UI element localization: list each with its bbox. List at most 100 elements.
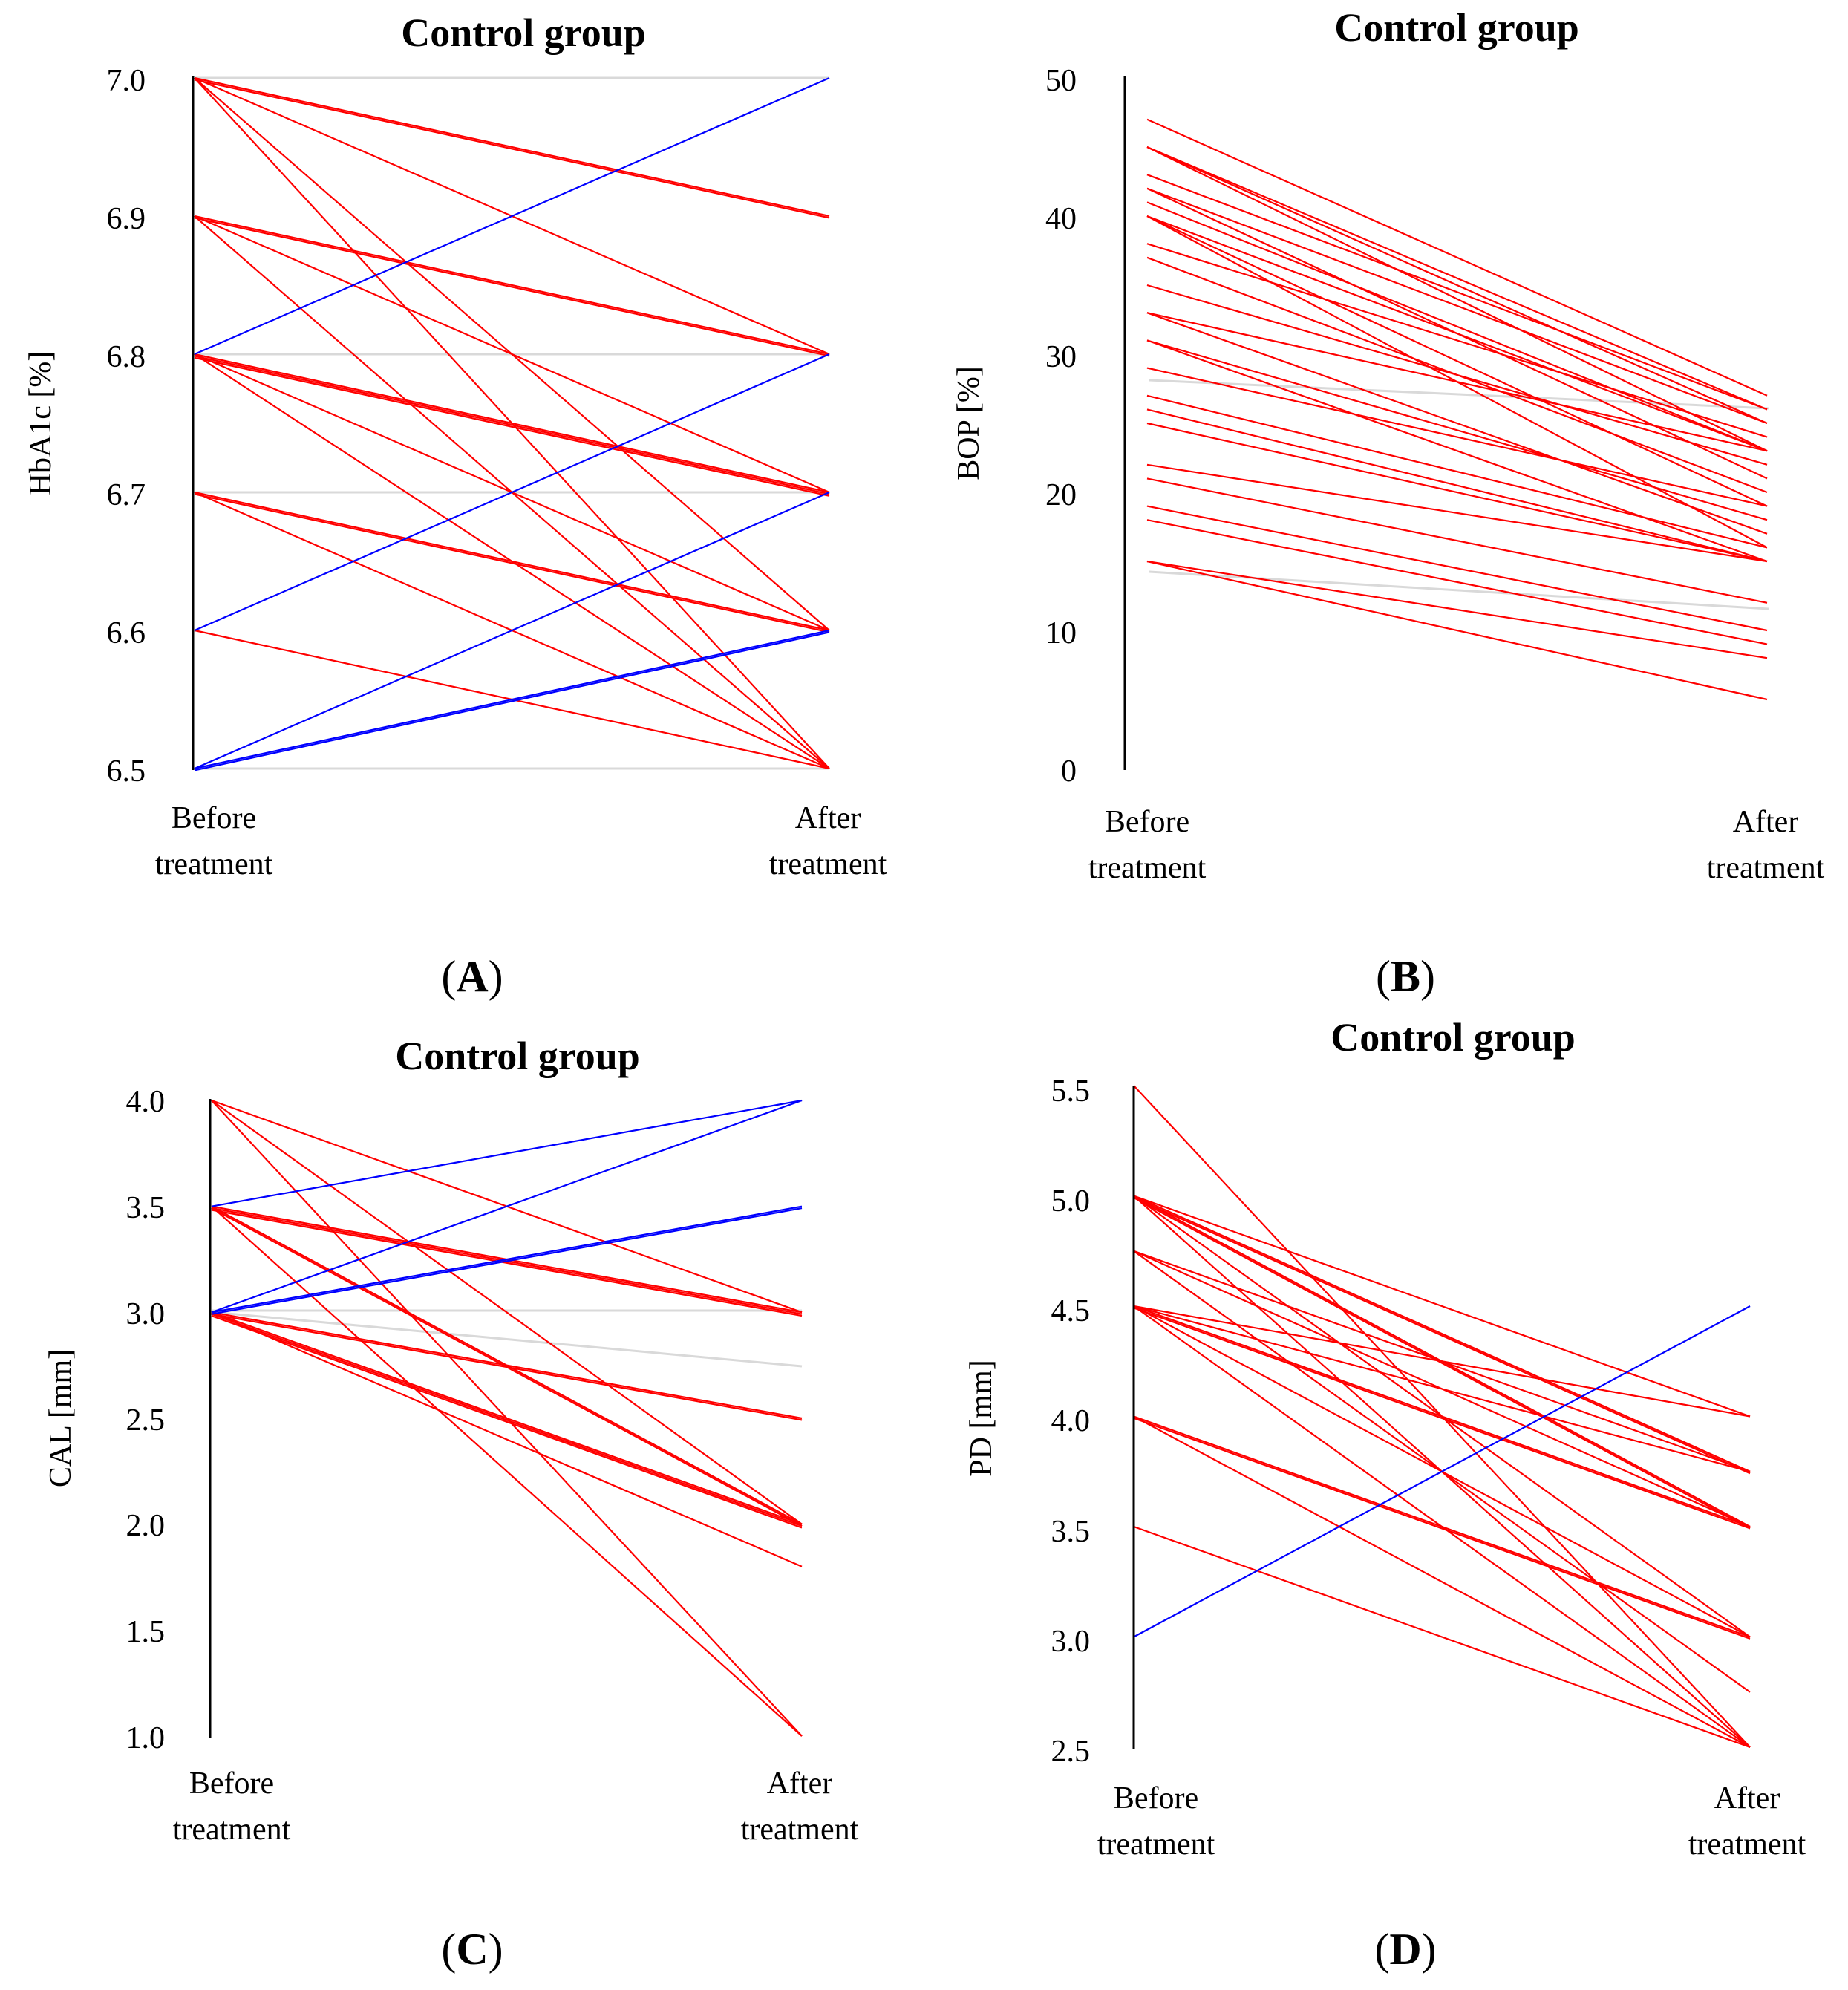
panel-d-ytick: 5.5 — [1051, 1074, 1091, 1109]
panel-d-series-line-13 — [1133, 1305, 1751, 1472]
panel-d-series-line-22 — [1133, 1305, 1751, 1638]
panel-b-series-line-25 — [1146, 505, 1768, 632]
panel-a-series-line-22 — [194, 629, 830, 770]
panel-c-series-line-2 — [211, 1100, 803, 1525]
panel-c-x-label-before: Before treatment — [173, 1766, 291, 1847]
panel-c-ytick: 1.0 — [126, 1721, 166, 1755]
panel-c-label: (C) — [441, 1925, 503, 1974]
panel-b-series-line-2 — [1146, 146, 1768, 411]
panel-c-ytick: 2.0 — [126, 1509, 166, 1543]
panel-d-label: (D) — [1374, 1925, 1436, 1974]
panel-d-series-line-15 — [1133, 1307, 1751, 1530]
panel-c-ytick: 4.0 — [126, 1085, 166, 1119]
panel-a-label: (A) — [441, 952, 503, 1001]
panel-c-series-line-19 — [211, 1207, 803, 1315]
panel-c-series-line-12 — [211, 1311, 803, 1525]
panel-b-series-line-12 — [1146, 243, 1768, 438]
panel-b-series-line-21 — [1146, 408, 1768, 563]
panel-d-ytick: 3.5 — [1051, 1515, 1091, 1549]
panel-a-ytick: 6.8 — [107, 340, 146, 374]
panel-b-label: (B) — [1376, 952, 1435, 1001]
panel-b-series-line-3 — [1146, 146, 1768, 425]
panel-a-series-line-6 — [194, 215, 830, 356]
panel-b-bop-chart: Control group 0 10 20 30 40 50 BOP [%] B… — [952, 5, 1825, 1001]
panel-d-ytick: 4.0 — [1051, 1404, 1091, 1438]
panel-c-series-line-18 — [211, 1205, 803, 1314]
panel-b-series-line-8 — [1146, 201, 1768, 452]
panel-d-series-line-12 — [1133, 1305, 1751, 1418]
panel-b-letter: B — [1391, 952, 1420, 1001]
panel-b-series-line-10 — [1146, 215, 1768, 507]
panel-b-series-line-19 — [1146, 367, 1768, 507]
panel-a-series-line-19 — [194, 76, 830, 356]
panel-b-series-line-17 — [1146, 339, 1768, 521]
panel-b-x-label-after: After treatment — [1707, 805, 1825, 885]
panel-b-series-line-15 — [1146, 312, 1768, 452]
panel-a-ytick: 7.0 — [107, 64, 146, 98]
panel-b-ytick: 20 — [1045, 478, 1077, 512]
panel-a-x-label-after: After treatment — [769, 801, 887, 881]
panel-b-title: Control group — [1334, 5, 1579, 50]
panel-b-series-line-9 — [1146, 215, 1768, 452]
panel-b-series — [1146, 118, 1768, 701]
panel-b-series-line-4 — [1146, 146, 1768, 452]
panel-a-ytick: 6.9 — [107, 202, 146, 236]
panel-b-series-line-16 — [1146, 312, 1768, 535]
panel-d-title: Control group — [1331, 1015, 1576, 1060]
panel-a-series-line-2 — [194, 79, 830, 219]
panel-d-series-line-21 — [1133, 1525, 1751, 1749]
panel-c-series-line-15 — [211, 1311, 803, 1567]
panel-a-series-line-1 — [194, 76, 830, 218]
panel-b-series-line-23 — [1146, 463, 1768, 563]
panel-b-ytick: 40 — [1045, 202, 1077, 236]
panel-b-ytick: 50 — [1045, 64, 1077, 98]
panel-b-series-line-5 — [1146, 174, 1768, 411]
panel-c-letter: C — [456, 1925, 488, 1974]
panel-c-ytick: 3.5 — [126, 1191, 166, 1225]
panel-a-series-line-21 — [194, 491, 830, 770]
panel-a-series-line-23 — [194, 631, 830, 771]
panel-b-series-line-26 — [1146, 519, 1768, 645]
panel-d-series-line-4 — [1133, 1196, 1751, 1475]
panel-b-ytick: 10 — [1045, 616, 1077, 650]
panel-b-x-label-before: Before treatment — [1088, 805, 1207, 885]
panel-d-series-line-2 — [1133, 1195, 1751, 1418]
panel-a-series-line-11 — [194, 355, 830, 495]
panel-d-series-line-3 — [1133, 1195, 1751, 1472]
panel-c-series — [211, 1099, 803, 1737]
panel-c-cal-chart: Control group 1.0 1.5 2.0 2.5 3.0 3.5 4.… — [44, 1034, 859, 1974]
panel-c-series-line-10 — [211, 1311, 803, 1420]
panel-d-ytick: 3.0 — [1051, 1625, 1091, 1659]
panel-d-x-label-before: Before treatment — [1097, 1781, 1215, 1862]
panel-c-ytick: 1.5 — [126, 1615, 166, 1649]
panel-d-series-line-19 — [1133, 1417, 1751, 1640]
panel-b-series-line-14 — [1146, 284, 1768, 466]
panel-b-series-line-27 — [1146, 560, 1768, 659]
panel-a-series — [194, 76, 830, 771]
panel-c-series-line-17 — [211, 1099, 803, 1314]
panel-b-y-label: BOP [%] — [952, 366, 986, 480]
panel-a-series-line-10 — [194, 353, 830, 494]
panel-c-series-line-14 — [211, 1315, 803, 1529]
panel-d-pd-chart: Control group 2.5 3.0 3.5 4.0 4.5 5.0 5.… — [964, 1015, 1806, 1974]
panel-d-series-line-14 — [1133, 1305, 1751, 1528]
panel-c-x-label-after: After treatment — [741, 1766, 859, 1847]
panel-b-ytick: 30 — [1045, 340, 1077, 374]
panel-c-grid — [211, 1309, 803, 1368]
panel-d-x-label-after: After treatment — [1688, 1781, 1806, 1862]
panel-b-series-line-28 — [1146, 560, 1768, 701]
panel-c-series-line-16 — [211, 1099, 803, 1207]
panel-d-letter: D — [1389, 1925, 1421, 1974]
panel-b-series-line-22 — [1146, 422, 1768, 563]
panel-a-ytick: 6.5 — [107, 754, 146, 789]
panel-a-ytick: 6.7 — [107, 478, 146, 512]
panel-a-hba1c-chart: Control group 6.5 6.6 6.7 6.8 6.9 7.0 Hb… — [24, 10, 887, 1001]
panel-a-title: Control group — [401, 10, 646, 55]
panel-d-series — [1133, 1085, 1751, 1749]
panel-a-ytick: 6.6 — [107, 616, 146, 650]
panel-c-ytick: 2.5 — [126, 1403, 166, 1438]
panel-a-series-line-20 — [194, 353, 830, 632]
panel-b-series-line-18 — [1146, 339, 1768, 563]
panel-c-series-line-9 — [211, 1205, 803, 1737]
